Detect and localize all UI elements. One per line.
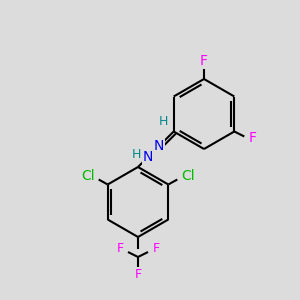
Text: F: F — [134, 268, 142, 281]
Text: F: F — [152, 242, 160, 256]
Text: F: F — [248, 131, 256, 146]
Text: N: N — [154, 140, 164, 153]
Text: Cl: Cl — [182, 169, 195, 184]
Text: F: F — [200, 54, 208, 68]
Text: H: H — [159, 115, 168, 128]
Text: H: H — [131, 148, 141, 160]
Text: Cl: Cl — [81, 169, 94, 184]
Text: N: N — [143, 150, 153, 164]
Text: F: F — [116, 242, 124, 256]
